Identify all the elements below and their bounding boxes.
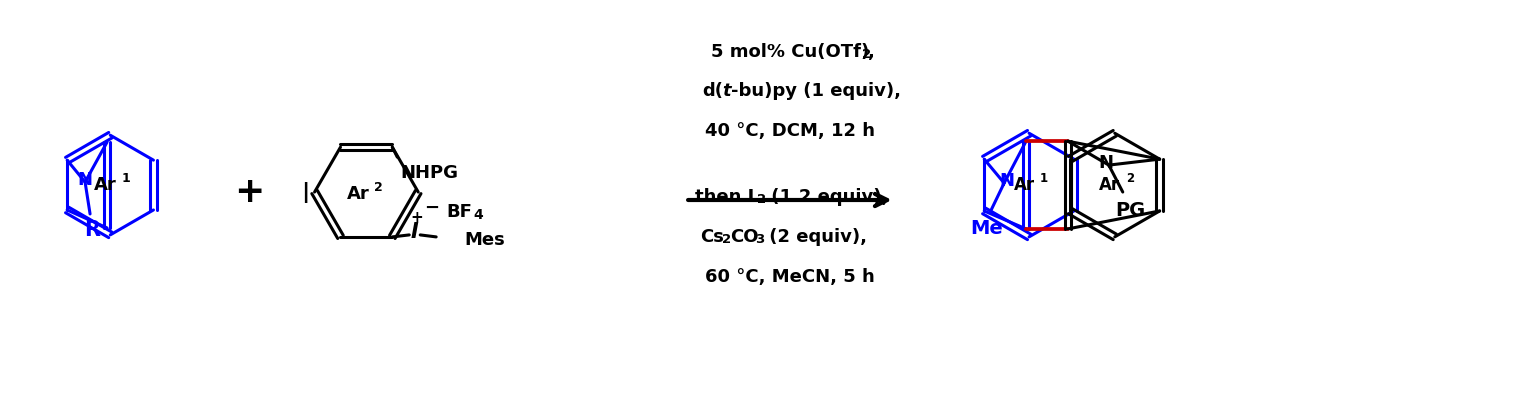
Text: I: I <box>410 222 418 242</box>
Text: (1.2 equiv),: (1.2 equiv), <box>765 188 888 206</box>
Text: 1: 1 <box>121 172 131 185</box>
Text: +: + <box>410 210 424 225</box>
Text: +: + <box>235 175 266 209</box>
Text: 60 °C, MeCN, 5 h: 60 °C, MeCN, 5 h <box>705 268 876 286</box>
Text: |: | <box>301 182 310 203</box>
Text: then I: then I <box>696 188 754 206</box>
Text: Mes: Mes <box>464 231 505 249</box>
Text: 2: 2 <box>1126 172 1134 185</box>
Text: R: R <box>84 220 100 240</box>
Text: PG: PG <box>1115 201 1146 220</box>
Text: (2 equiv),: (2 equiv), <box>763 228 866 246</box>
Text: ,: , <box>868 43 874 61</box>
Text: N: N <box>78 171 92 189</box>
Text: NHPG: NHPG <box>401 164 458 182</box>
Text: Cs: Cs <box>700 228 723 246</box>
Text: N: N <box>1000 172 1015 190</box>
Text: -bu)py (1 equiv),: -bu)py (1 equiv), <box>731 83 902 101</box>
Text: 4: 4 <box>473 208 482 222</box>
Text: N: N <box>1098 154 1114 172</box>
Text: CO: CO <box>730 228 759 246</box>
Text: 2: 2 <box>722 233 731 246</box>
Text: d(: d( <box>702 83 723 101</box>
Text: Ar: Ar <box>347 185 370 203</box>
Text: Ar: Ar <box>1100 176 1120 194</box>
Text: 40 °C, DCM, 12 h: 40 °C, DCM, 12 h <box>705 122 876 140</box>
Text: 2: 2 <box>757 193 766 206</box>
Text: Ar: Ar <box>1014 176 1035 194</box>
Text: 1: 1 <box>1040 172 1048 185</box>
Text: BF: BF <box>445 203 472 221</box>
Text: 5 mol% Cu(OTf): 5 mol% Cu(OTf) <box>711 43 869 61</box>
Text: 2: 2 <box>862 47 871 61</box>
Text: −: − <box>424 199 439 217</box>
Text: 2: 2 <box>375 180 382 194</box>
Text: t: t <box>722 83 731 101</box>
Text: 3: 3 <box>756 233 765 246</box>
Text: Me: Me <box>969 219 1003 238</box>
Text: Ar: Ar <box>94 176 117 194</box>
